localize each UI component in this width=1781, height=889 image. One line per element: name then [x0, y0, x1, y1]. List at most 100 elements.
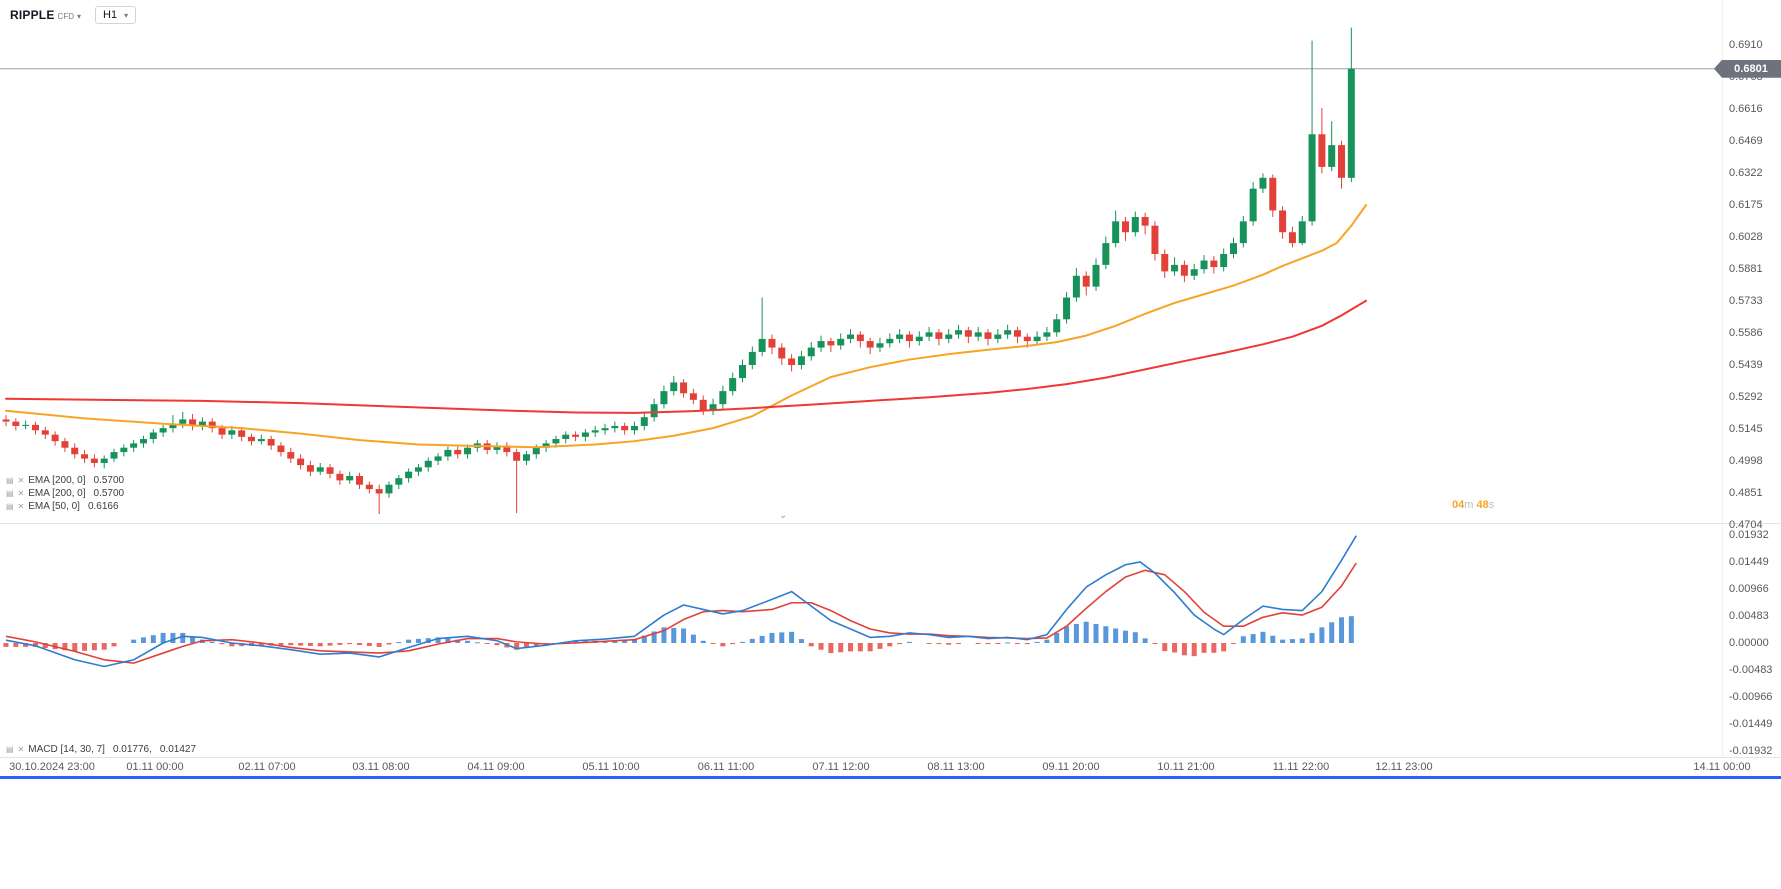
- macd-histogram-bar: [1083, 621, 1089, 643]
- candle-body: [267, 439, 275, 446]
- macd-histogram-bar: [808, 643, 814, 647]
- timeframe-selector[interactable]: H1 ▾: [95, 6, 137, 24]
- macd-histogram-bar: [749, 638, 755, 643]
- macd-histogram-bar: [533, 643, 539, 646]
- candle-body: [149, 432, 157, 440]
- candle-body: [120, 447, 128, 453]
- candle-body: [611, 425, 619, 429]
- bottom-accent-bar: [0, 776, 1781, 779]
- price-tick-label: 0.6469: [1729, 134, 1763, 147]
- indicator-legend: ▤ ✕ EMA [200, 0] 0.5700 ▤ ✕ EMA [200, 0]…: [6, 474, 124, 513]
- symbol-selector[interactable]: RIPPLE CFD ▾: [8, 7, 84, 23]
- candle-body: [1112, 221, 1120, 244]
- macd-histogram-bar: [425, 638, 431, 643]
- indicator-settings-icon[interactable]: ▤: [6, 501, 14, 511]
- candle-body: [915, 336, 923, 342]
- indicator-legend-row[interactable]: ▤ ✕ EMA [200, 0] 0.5700: [6, 487, 124, 500]
- indicator-settings-icon[interactable]: ▤: [6, 488, 14, 498]
- macd-histogram-bar: [622, 640, 628, 643]
- candle-body: [306, 465, 314, 472]
- macd-histogram-bar: [1103, 626, 1109, 643]
- candle-body: [886, 338, 894, 344]
- macd-histogram-bar: [1270, 635, 1276, 643]
- macd-histogram-bar: [690, 634, 696, 643]
- candle-body: [719, 391, 727, 405]
- candle-body: [169, 423, 177, 429]
- panel-collapse-icon[interactable]: ⌄: [779, 510, 788, 521]
- candle-body: [1269, 177, 1277, 211]
- macd-histogram-bar: [1093, 623, 1099, 643]
- candle-body: [356, 476, 364, 485]
- candle-body: [955, 330, 963, 335]
- indicator-label: EMA [50, 0]: [28, 501, 80, 512]
- macd-histogram-bar: [3, 643, 9, 647]
- candle-body: [856, 334, 864, 342]
- indicator-settings-icon[interactable]: ▤: [6, 475, 14, 485]
- price-tick-label: 0.5586: [1729, 327, 1763, 340]
- candle-body: [1338, 145, 1346, 178]
- macd-histogram-bar: [1132, 632, 1138, 643]
- candle-body: [1013, 330, 1021, 337]
- candle-body: [974, 332, 982, 337]
- indicator-legend-row[interactable]: ▤ ✕ EMA [50, 0] 0.6166: [6, 500, 124, 513]
- remove-indicator-icon[interactable]: ✕: [17, 488, 25, 498]
- candle-body: [689, 393, 697, 400]
- price-tick-label: 0.6028: [1729, 230, 1763, 243]
- macd-histogram-bar: [975, 643, 981, 644]
- macd-histogram-bar: [848, 643, 854, 652]
- candle-body: [552, 439, 560, 444]
- macd-histogram-bar: [651, 631, 657, 643]
- macd-histogram-bar: [111, 643, 117, 647]
- indicator-settings-icon[interactable]: ▤: [6, 744, 14, 754]
- candle-body: [1200, 260, 1208, 270]
- candle-body: [1171, 264, 1179, 272]
- price-tick-label: 0.6910: [1729, 39, 1763, 51]
- macd-histogram-bar: [337, 643, 343, 645]
- candle-body: [503, 445, 511, 453]
- time-tick-label: 09.11 20:00: [1042, 761, 1100, 773]
- macd-histogram-bar: [730, 643, 736, 645]
- countdown-seconds: 48: [1476, 499, 1489, 511]
- price-tick-label: 0.4704: [1729, 519, 1763, 532]
- macd-tick-label: -0.00483: [1729, 663, 1773, 676]
- macd-histogram-bar: [828, 643, 834, 654]
- remove-indicator-icon[interactable]: ✕: [17, 501, 25, 511]
- remove-indicator-icon[interactable]: ✕: [17, 475, 25, 485]
- candle-body: [375, 489, 383, 494]
- current-price-badge: 0.6801: [1714, 59, 1781, 78]
- candle-body: [228, 430, 236, 435]
- candle-body: [621, 425, 629, 431]
- candle-body: [493, 445, 501, 450]
- candle-body: [778, 347, 786, 359]
- macd-histogram-bar: [219, 643, 225, 645]
- macd-histogram-bar: [906, 641, 912, 643]
- macd-histogram-bar: [1172, 643, 1178, 653]
- remove-indicator-icon[interactable]: ✕: [17, 744, 25, 754]
- countdown-seconds-unit: s: [1488, 499, 1495, 511]
- macd-histogram-bar: [1113, 628, 1119, 643]
- indicator-legend-row[interactable]: ▤ ✕ EMA [200, 0] 0.5700: [6, 474, 124, 487]
- indicator-label: EMA [200, 0]: [28, 488, 86, 499]
- price-tick-label: 0.5439: [1729, 359, 1763, 372]
- time-tick-label: 02.11 07:00: [238, 761, 296, 773]
- candle-body: [405, 471, 413, 479]
- macd-histogram-bar: [82, 643, 88, 651]
- macd-histogram-bar: [131, 639, 137, 643]
- candle-body: [1023, 336, 1031, 342]
- price-axis[interactable]: 0.69100.67630.66160.64690.63220.61750.60…: [1722, 0, 1781, 757]
- macd-histogram-bar: [798, 639, 804, 643]
- macd-histogram-bar: [229, 643, 235, 647]
- candle-body: [22, 424, 30, 426]
- indicator-legend-row[interactable]: ▤ ✕ MACD [14, 30, 7] 0.01776, 0.01427: [6, 743, 196, 756]
- macd-histogram-bar: [435, 637, 441, 643]
- macd-histogram-bar: [867, 643, 873, 652]
- macd-histogram-bar: [190, 636, 196, 643]
- chevron-down-icon: ▾: [77, 12, 82, 21]
- macd-histogram-bar: [956, 643, 962, 644]
- macd-histogram-bar: [1260, 631, 1266, 643]
- candle-body: [1220, 253, 1228, 268]
- candle-body: [797, 356, 805, 365]
- time-axis[interactable]: 30.10.2024 23:00 01.11 00:00 02.11 07:00 03…: [0, 758, 1781, 776]
- candle-body: [130, 443, 138, 448]
